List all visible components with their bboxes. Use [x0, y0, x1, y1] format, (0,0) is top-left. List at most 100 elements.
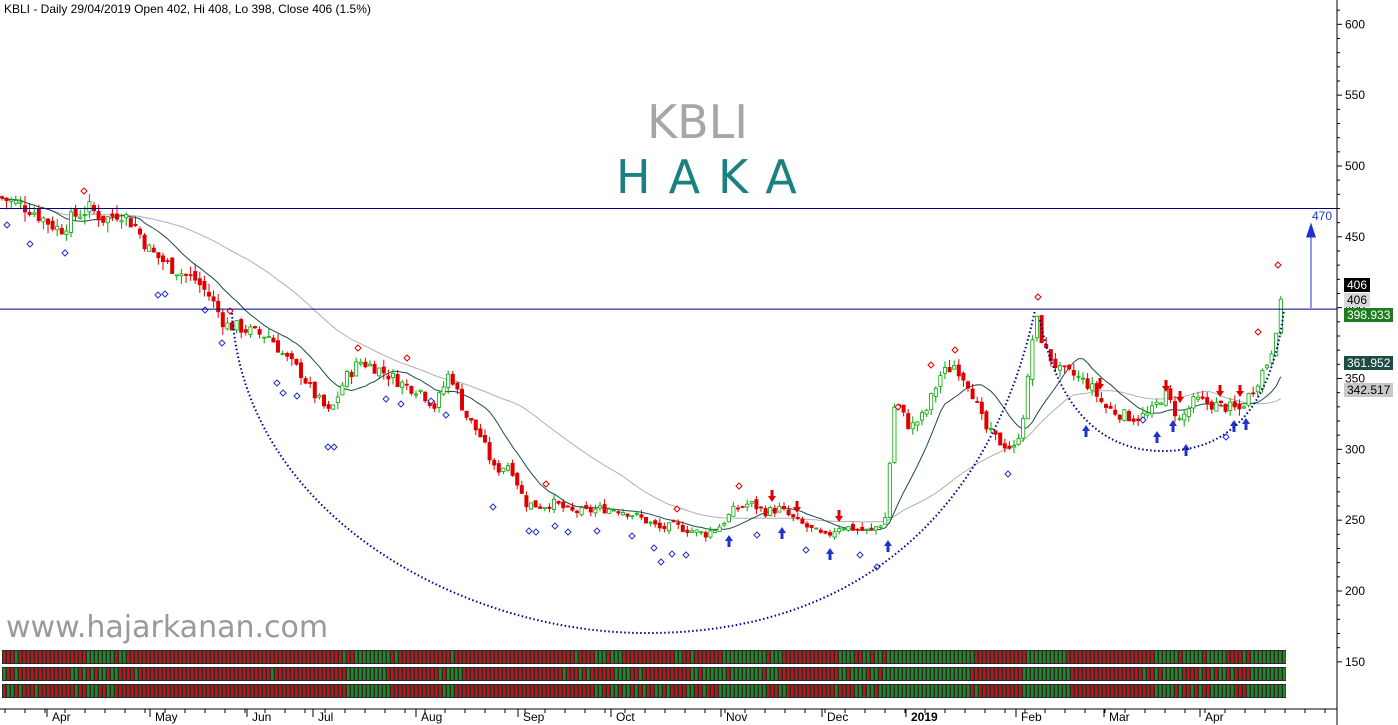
indicator-tick [463, 651, 466, 663]
candle-body [1007, 445, 1012, 449]
indicator-tick [1051, 668, 1054, 680]
indicator-tick [307, 651, 310, 663]
indicator-tick [371, 685, 374, 697]
indicator-tick [103, 651, 106, 663]
indicator-tick [323, 668, 326, 680]
indicator-tick [1011, 651, 1014, 663]
indicator-tick [1067, 651, 1070, 663]
candle-body [110, 213, 115, 217]
indicator-tick [1187, 685, 1190, 697]
indicator-tick [199, 685, 202, 697]
x-tick-label: 2019 [911, 710, 938, 724]
indicator-tick [35, 651, 38, 663]
high-diamond-marker [354, 344, 362, 352]
candle-body [1255, 385, 1260, 393]
indicator-tick [739, 685, 742, 697]
indicator-tick [559, 651, 562, 663]
indicator-tick [359, 685, 362, 697]
candle-body [271, 337, 276, 343]
indicator-tick [167, 685, 170, 697]
candle-body [211, 296, 216, 302]
candle-body [694, 529, 699, 533]
indicator-tick [1027, 685, 1030, 697]
candle-body [1232, 401, 1237, 408]
indicator-tick [655, 651, 658, 663]
buy-arrow [1230, 420, 1238, 432]
candle-body [358, 361, 363, 365]
indicator-tick [1079, 685, 1082, 697]
candle-body [1081, 377, 1086, 380]
indicator-tick [115, 685, 118, 697]
low-diamond-marker [525, 527, 533, 535]
indicator-tick [1027, 651, 1030, 663]
indicator-tick [1003, 651, 1006, 663]
indicator-tick [251, 685, 254, 697]
indicator-tick [731, 685, 734, 697]
indicator-tick [755, 668, 758, 680]
indicator-tick [1203, 651, 1206, 663]
candle-body [455, 382, 460, 390]
indicator-tick [295, 685, 298, 697]
candle-body [1214, 401, 1219, 412]
indicator-tick [875, 685, 878, 697]
indicator-tick [707, 668, 710, 680]
candle-body [676, 522, 681, 525]
indicator-tick [359, 668, 362, 680]
indicator-tick [707, 651, 710, 663]
candle-body [722, 523, 727, 526]
indicator-tick [327, 651, 330, 663]
indicator-tick [131, 651, 134, 663]
candle-body [41, 217, 46, 223]
indicator-tick [775, 685, 778, 697]
indicator-tick [227, 685, 230, 697]
candle-body [588, 507, 593, 513]
candle-body [234, 320, 239, 331]
indicator-tick [363, 651, 366, 663]
indicator-tick [695, 651, 698, 663]
candle-body [1035, 315, 1040, 339]
indicator-tick [171, 668, 174, 680]
indicator-tick [547, 685, 550, 697]
indicator-tick [587, 651, 590, 663]
indicator-tick [599, 685, 602, 697]
indicator-tick [819, 668, 822, 680]
candle-body [206, 291, 211, 297]
indicator-tick [699, 668, 702, 680]
indicator-tick [155, 651, 158, 663]
indicator-tick [303, 668, 306, 680]
candle-body [1012, 445, 1017, 448]
indicator-tick [659, 668, 662, 680]
indicator-tick [723, 685, 726, 697]
indicator-tick [1003, 668, 1006, 680]
indicator-tick [195, 668, 198, 680]
candle-body [782, 506, 787, 510]
candle-body [538, 506, 543, 509]
indicator-tick [975, 685, 978, 697]
indicator-tick [31, 685, 34, 697]
indicator-tick [119, 668, 122, 680]
indicator-tick [1035, 668, 1038, 680]
indicator-tick [927, 685, 930, 697]
indicator-tick [983, 685, 986, 697]
indicator-tick [603, 668, 606, 680]
indicator-tick [551, 651, 554, 663]
candle-body [993, 430, 998, 435]
candle-body [197, 278, 202, 286]
x-tick-label: Jun [252, 710, 271, 724]
indicator-tick [251, 668, 254, 680]
indicator-tick [347, 651, 350, 663]
indicator-tick [687, 685, 690, 697]
indicator-tick [859, 651, 862, 663]
indicator-tick [1179, 668, 1182, 680]
indicator-tick [1063, 685, 1066, 697]
indicator-tick [563, 668, 566, 680]
indicator-tick [1031, 685, 1034, 697]
indicator-tick [675, 685, 678, 697]
indicator-tick [831, 685, 834, 697]
candle-body [1067, 364, 1072, 370]
indicator-tick [231, 668, 234, 680]
indicator-tick [415, 651, 418, 663]
indicator-tick [1059, 651, 1062, 663]
candle-body [354, 361, 359, 377]
indicator-tick [479, 685, 482, 697]
